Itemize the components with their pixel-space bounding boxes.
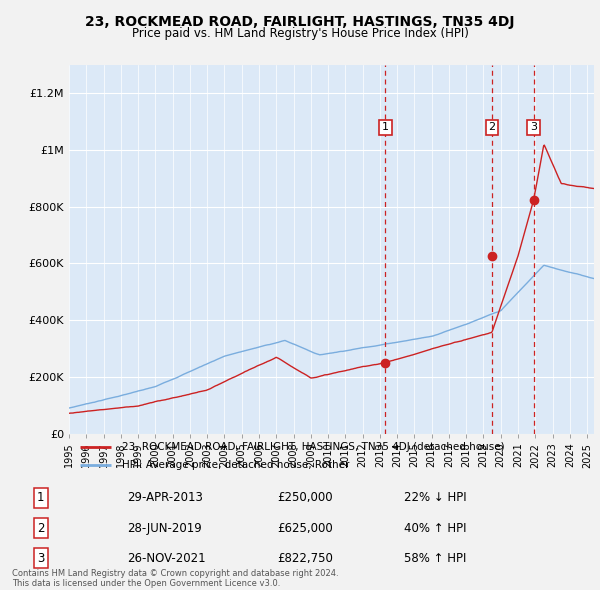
- Text: £250,000: £250,000: [277, 491, 332, 504]
- Text: £625,000: £625,000: [277, 522, 333, 535]
- Text: Price paid vs. HM Land Registry's House Price Index (HPI): Price paid vs. HM Land Registry's House …: [131, 27, 469, 40]
- Text: 40% ↑ HPI: 40% ↑ HPI: [404, 522, 466, 535]
- Text: 26-NOV-2021: 26-NOV-2021: [127, 552, 206, 565]
- Text: 1: 1: [382, 122, 389, 132]
- Text: 2: 2: [488, 122, 496, 132]
- Text: 2: 2: [37, 522, 44, 535]
- Text: Contains HM Land Registry data © Crown copyright and database right 2024.
This d: Contains HM Land Registry data © Crown c…: [12, 569, 338, 588]
- Text: 58% ↑ HPI: 58% ↑ HPI: [404, 552, 466, 565]
- Text: 3: 3: [530, 122, 537, 132]
- Text: 23, ROCKMEAD ROAD, FAIRLIGHT, HASTINGS, TN35 4DJ (detached house): 23, ROCKMEAD ROAD, FAIRLIGHT, HASTINGS, …: [121, 442, 504, 453]
- Text: 23, ROCKMEAD ROAD, FAIRLIGHT, HASTINGS, TN35 4DJ: 23, ROCKMEAD ROAD, FAIRLIGHT, HASTINGS, …: [85, 15, 515, 29]
- Text: 1: 1: [37, 491, 44, 504]
- Text: HPI: Average price, detached house, Rother: HPI: Average price, detached house, Roth…: [121, 460, 349, 470]
- Text: 28-JUN-2019: 28-JUN-2019: [127, 522, 202, 535]
- Text: 29-APR-2013: 29-APR-2013: [127, 491, 203, 504]
- Text: 22% ↓ HPI: 22% ↓ HPI: [404, 491, 466, 504]
- Text: £822,750: £822,750: [277, 552, 333, 565]
- Text: 3: 3: [37, 552, 44, 565]
